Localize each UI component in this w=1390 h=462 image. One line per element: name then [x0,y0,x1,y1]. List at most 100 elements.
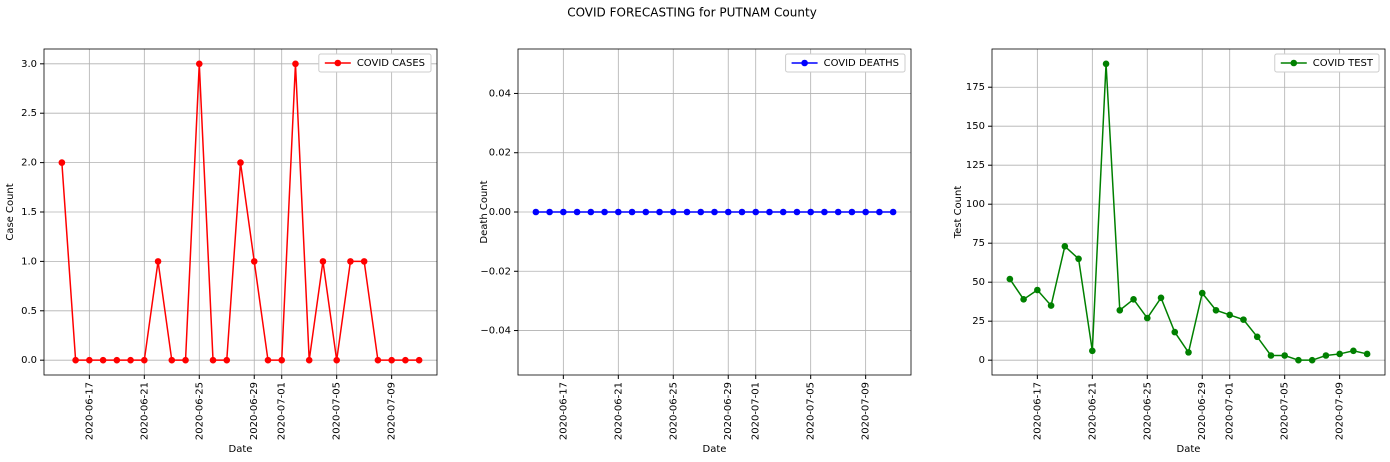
point [388,356,395,364]
point [415,356,423,364]
y-tick-label: 0.5 [21,306,37,317]
point [766,208,773,216]
x-tick-label: 2020-06-25 [1142,382,1153,440]
point [546,208,553,216]
point [292,60,299,68]
x-tick-label: 2020-07-09 [387,382,398,440]
point [1047,302,1055,309]
x-tick-label: 2020-07-09 [861,382,872,440]
point [862,208,869,216]
x-axis-label: Date [703,444,727,455]
x-tick-label: 2020-06-17 [1032,382,1043,440]
point [615,208,622,216]
point [1295,356,1302,364]
point [532,208,540,216]
point [834,208,842,216]
legend-box [1274,53,1380,73]
y-tick-label: 3.0 [21,59,37,70]
point [182,356,189,364]
point [1363,350,1371,358]
point [724,208,732,216]
figure-title: COVID FORECASTING for PUTNAM County [567,6,817,20]
point [250,258,258,265]
legend-label: COVID CASES [357,58,425,69]
point [793,208,801,216]
legend: COVID CASES [318,53,432,73]
point [127,356,134,364]
y-tick-label: −0.04 [480,326,511,337]
y-axis-label: Death Count [479,180,490,243]
point [889,208,897,216]
point [360,258,368,265]
point [560,208,567,216]
point [209,356,217,364]
point [154,258,162,265]
plot-frame [43,48,438,376]
legend: COVID DEATHS [785,53,906,73]
point [876,208,883,216]
y-tick-label: 100 [966,199,985,210]
y-tick-label: 175 [966,82,985,93]
point [1226,311,1234,319]
y-tick-label: 125 [966,160,985,171]
point [1322,352,1330,359]
point [1308,356,1316,364]
legend-label: COVID TEST [1313,58,1374,69]
point [1185,349,1192,356]
point [1116,306,1124,314]
point [1061,243,1069,250]
y-axis-label: Test Count [953,186,964,240]
point [807,208,814,216]
point [264,356,272,364]
x-tick-label: 2020-07-05 [1280,382,1291,440]
point [237,159,244,166]
point [1034,286,1041,294]
point [1020,296,1027,303]
point [1130,296,1137,303]
point [402,356,409,364]
x-tick-label: 2020-06-25 [194,382,205,440]
x-tick-label: 2020-06-29 [723,382,734,440]
point [711,208,718,216]
point [223,356,231,364]
point [58,159,66,166]
legend-marker [801,59,808,67]
x-tick-label: 2020-07-05 [806,382,817,440]
point [601,208,608,216]
point [113,356,121,364]
plot-frame [991,48,1386,376]
y-tick-label: 0.00 [489,207,511,218]
y-tick-label: 150 [966,121,985,132]
point [1253,333,1261,341]
point [1267,352,1275,359]
point [752,208,760,216]
y-tick-label: −0.02 [480,266,511,277]
point [1143,314,1151,322]
x-tick-label: 2020-06-29 [249,382,260,440]
x-tick-label: 2020-06-21 [613,382,624,440]
y-tick-label: 0 [979,355,985,366]
y-tick-label: 1.0 [21,256,37,267]
y-tick-label: 0.04 [489,88,511,99]
x-axis-label: Date [229,444,253,455]
point [628,208,636,216]
point [1171,328,1179,336]
x-axis-label: Date [1177,444,1201,455]
point [697,208,705,216]
y-tick-label: 25 [972,316,985,327]
x-tick-label: 2020-06-29 [1197,382,1208,440]
x-tick-label: 2020-06-25 [668,382,679,440]
x-tick-label: 2020-06-17 [558,382,569,440]
point [1102,60,1110,68]
point [1336,350,1343,358]
y-tick-label: 2.5 [21,108,37,119]
point [141,356,148,364]
x-tick-label: 2020-07-01 [1225,382,1236,440]
point [656,208,663,216]
point [168,356,176,364]
x-tick-label: 2020-06-21 [139,382,150,440]
point [1240,316,1247,323]
legend-box [785,53,906,73]
y-tick-label: 0.02 [489,148,511,159]
point [1212,306,1220,314]
